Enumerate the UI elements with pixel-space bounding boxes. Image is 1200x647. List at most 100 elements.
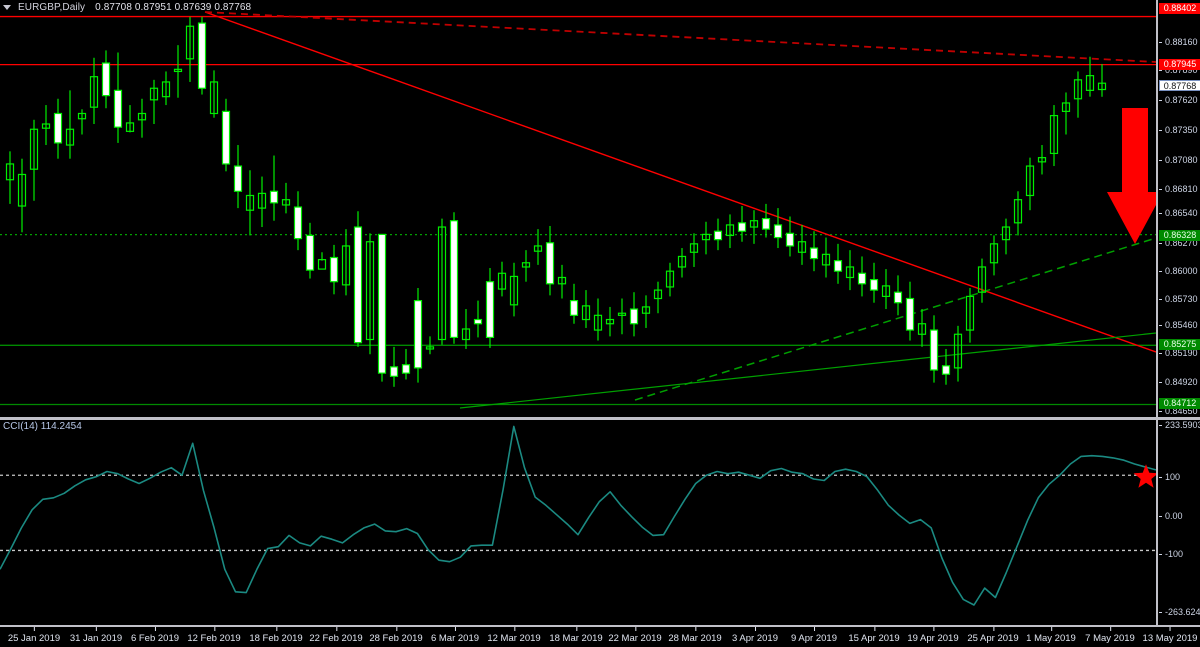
price-tick: 0.87080: [1158, 155, 1200, 166]
candle-body: [737, 222, 747, 232]
trendline-red-descending-steep[interactable]: [204, 11, 1156, 353]
candle-body: [1061, 102, 1071, 112]
candle-body: [749, 220, 759, 228]
candle: [5, 151, 15, 204]
candle: [725, 214, 735, 249]
candle-body: [413, 300, 423, 369]
candle-body: [401, 364, 411, 374]
level-price-tag: 0.88402: [1159, 3, 1200, 14]
candle-body: [557, 276, 567, 285]
date-tick: 9 Apr 2019: [791, 627, 837, 644]
candle: [617, 298, 627, 335]
candle: [377, 233, 387, 382]
candle: [593, 298, 603, 341]
red-down-arrow-icon: [1107, 108, 1156, 244]
candle: [749, 210, 759, 244]
cci-tick: 100: [1158, 472, 1200, 483]
candle: [857, 256, 867, 297]
cci-indicator-pane[interactable]: [0, 420, 1156, 620]
candle: [1049, 105, 1059, 167]
candle-body: [761, 218, 771, 230]
candle: [509, 262, 519, 317]
bottom-strip: [0, 645, 1200, 647]
candle: [101, 50, 111, 109]
candle-body: [1073, 79, 1083, 100]
candle-body: [365, 241, 375, 341]
candle: [341, 229, 351, 296]
date-tick: 7 May 2019: [1085, 627, 1135, 644]
date-tick: 18 Mar 2019: [549, 627, 603, 644]
candle: [869, 262, 879, 303]
candle-body: [701, 233, 711, 241]
candle: [713, 218, 723, 251]
red-star-marker-icon: [1133, 464, 1156, 488]
candle: [1085, 56, 1095, 97]
price-tick: 0.87620: [1158, 95, 1200, 106]
candle: [893, 275, 903, 316]
pane-divider[interactable]: [0, 417, 1200, 420]
candle: [485, 268, 495, 348]
candle-body: [509, 275, 519, 306]
candle-body: [209, 81, 219, 115]
level-price-tag: 0.86328: [1159, 230, 1200, 241]
candle: [965, 288, 975, 343]
candle: [737, 206, 747, 242]
level-price-tag: 0.84712: [1159, 398, 1200, 409]
candle-body: [941, 365, 951, 375]
candle: [977, 258, 987, 303]
candle: [437, 218, 447, 345]
candle-body: [965, 295, 975, 331]
candle-body: [89, 76, 99, 108]
candle: [65, 90, 75, 159]
candle: [533, 229, 543, 265]
level-price-tag: 0.85275: [1159, 339, 1200, 350]
date-tick: 6 Feb 2019: [130, 627, 180, 644]
candle-body: [17, 173, 27, 207]
date-tick: 18 Feb 2019: [249, 627, 303, 644]
candle: [581, 290, 591, 328]
trendline-green-ascending-dashed[interactable]: [634, 237, 1156, 401]
candle: [605, 306, 615, 337]
candle: [17, 158, 27, 233]
candle: [161, 71, 171, 106]
candle-body: [161, 81, 171, 98]
candle: [833, 243, 843, 284]
price-scale[interactable]: 0.88160 0.87890 0.87620 0.87350 0.87080 0.868…: [1156, 0, 1200, 625]
candle-body: [461, 328, 471, 341]
date-tick: 31 Jan 2019: [69, 627, 123, 644]
candle: [185, 16, 195, 82]
candle: [545, 225, 555, 296]
candle: [773, 208, 783, 249]
date-axis[interactable]: 25 Jan 2019 31 Jan 2019 6 Feb 2019 12 Feb 2…: [0, 625, 1200, 647]
candle: [173, 45, 183, 98]
candle-body: [857, 272, 867, 285]
candle: [389, 346, 399, 387]
candle-body: [1001, 226, 1011, 241]
trendline-red-descending-dashed[interactable]: [204, 11, 1156, 63]
candle: [209, 70, 219, 118]
candle: [449, 212, 459, 344]
candle-body: [545, 242, 555, 285]
candle: [941, 348, 951, 385]
candle-body: [593, 314, 603, 331]
trendline-green-ascending-solid[interactable]: [459, 332, 1156, 409]
candle-body: [881, 285, 891, 298]
date-tick: 12 Mar 2019: [487, 627, 541, 644]
candle-body: [77, 112, 87, 120]
candle: [689, 233, 699, 267]
candle: [365, 233, 375, 355]
candle-body: [497, 272, 507, 290]
candle: [1037, 145, 1047, 175]
candle: [905, 281, 915, 341]
candle-body: [125, 122, 135, 132]
candle-body: [245, 194, 255, 211]
candle-body: [233, 165, 243, 192]
candle-body: [173, 68, 183, 73]
candle-body: [305, 234, 315, 271]
candle-body: [293, 206, 303, 240]
price-chart-pane[interactable]: [0, 0, 1156, 417]
candle-body: [1037, 157, 1047, 163]
candle: [653, 281, 663, 314]
candle: [821, 237, 831, 278]
candle-body: [905, 297, 915, 331]
